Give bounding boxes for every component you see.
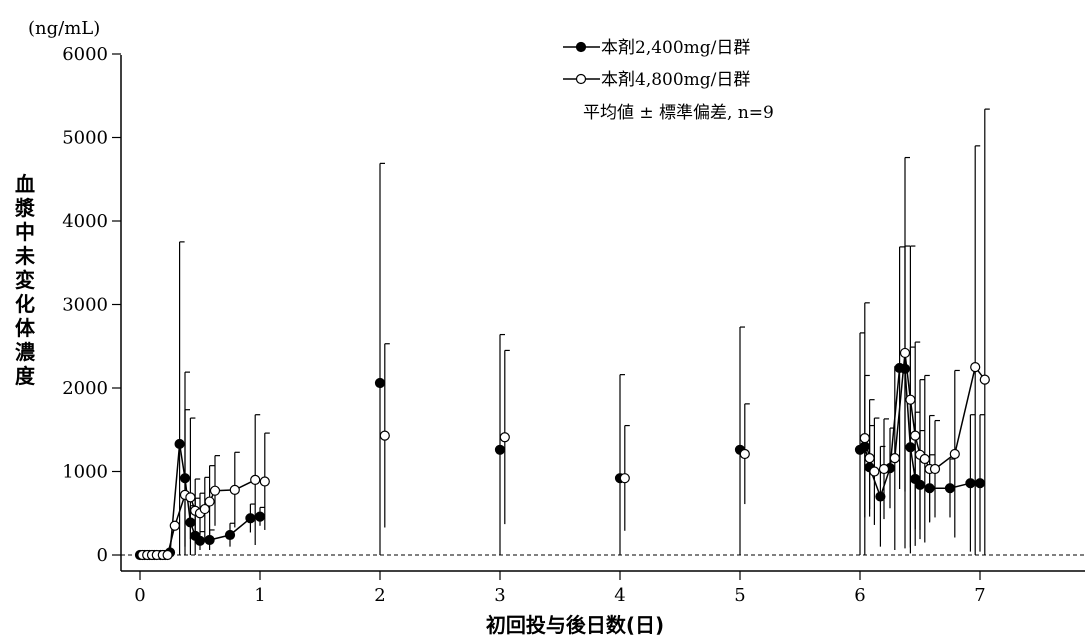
- data-point-4800: [859, 433, 870, 444]
- data-point-2400: [374, 377, 386, 389]
- data-point-2400: [859, 441, 870, 452]
- y-axis-title-char: 漿: [15, 196, 35, 220]
- data-point-2400: [905, 442, 916, 453]
- y-tick-label: 4000: [62, 211, 108, 232]
- data-point-2400: [875, 491, 886, 502]
- y-axis-title-char: 体: [15, 316, 35, 340]
- x-tick-label: 6: [854, 585, 865, 606]
- data-point-2400: [245, 513, 256, 524]
- data-point-4800: [869, 466, 880, 477]
- legend-label-4800: 本剤4,800mg/日群: [601, 70, 750, 90]
- data-point-2400: [179, 473, 191, 484]
- data-point-4800: [259, 476, 270, 487]
- y-tick-label: 5000: [62, 128, 108, 149]
- legend-note: 平均値 ± 標準偏差, n=9: [583, 103, 774, 123]
- data-point-2400: [174, 438, 185, 450]
- data-point-4800: [929, 463, 941, 475]
- data-point-2400: [899, 363, 911, 374]
- data-point-2400: [204, 534, 215, 546]
- data-point-4800: [209, 485, 221, 496]
- data-point-2400: [224, 529, 236, 541]
- x-tick-label: 2: [374, 585, 385, 606]
- x-tick-label: 1: [254, 585, 265, 606]
- y-tick-label: 3000: [62, 295, 108, 316]
- y-axis-title-char: 中: [15, 220, 35, 244]
- data-point-2400: [185, 517, 196, 528]
- data-point-2400: [254, 511, 266, 522]
- data-point-4800: [204, 496, 215, 507]
- x-tick-label: 3: [494, 585, 505, 606]
- data-point-4800: [970, 362, 981, 373]
- data-point-4800: [899, 347, 911, 359]
- data-point-2400: [194, 535, 206, 546]
- data-point-4800: [864, 453, 875, 464]
- x-tick-label: 7: [974, 585, 985, 606]
- data-point-4800: [905, 394, 916, 405]
- y-tick-label: 2000: [62, 378, 108, 399]
- y-axis-title-char: 度: [15, 364, 35, 388]
- y-axis-title-char: 未: [15, 244, 35, 268]
- data-point-4800: [499, 432, 510, 443]
- data-point-4800: [379, 430, 390, 441]
- data-point-4800: [619, 473, 630, 484]
- y-axis-title-char: 濃: [15, 340, 35, 364]
- data-point-4800: [162, 549, 173, 561]
- data-point-4800: [979, 374, 990, 385]
- data-point-4800: [949, 448, 960, 460]
- x-tick-label: 0: [134, 585, 145, 606]
- data-point-2400: [965, 478, 976, 489]
- legend-marker-2400: [575, 41, 587, 53]
- y-axis-title-char: 変: [15, 268, 35, 292]
- data-point-4800: [919, 453, 930, 465]
- data-point-2400: [944, 483, 956, 494]
- x-tick-label: 4: [614, 585, 625, 606]
- legend-label-2400: 本剤2,400mg/日群: [601, 38, 750, 58]
- y-tick-label: 1000: [62, 462, 108, 483]
- y-unit-label: (ng/mL): [28, 18, 100, 39]
- y-tick-label: 0: [97, 545, 108, 566]
- x-axis-title: 初回投与後日数(日): [486, 613, 664, 637]
- data-point-4800: [169, 520, 180, 531]
- data-point-4800: [250, 474, 261, 485]
- data-point-4800: [229, 484, 240, 495]
- data-point-4800: [199, 503, 210, 515]
- data-point-2400: [494, 444, 506, 455]
- data-point-2400: [914, 479, 926, 490]
- data-point-2400: [924, 483, 935, 494]
- y-axis-title: 血漿中未変化体濃度: [10, 172, 40, 388]
- data-point-4800: [185, 492, 196, 503]
- data-point-4800: [910, 430, 921, 441]
- y-tick-label: 6000: [62, 44, 108, 65]
- data-point-4800: [878, 463, 890, 475]
- legend: 本剤2,400mg/日群 本剤4,800mg/日群 平均値 ± 標準偏差, n=…: [563, 38, 774, 123]
- y-axis-title-char: 血: [15, 172, 35, 196]
- data-point-4800: [889, 453, 900, 464]
- y-axis-title-char: 化: [15, 292, 35, 316]
- data-point-2400: [974, 478, 986, 489]
- data-point-4800: [739, 448, 750, 460]
- x-tick-label: 5: [734, 585, 745, 606]
- legend-marker-4800: [575, 73, 587, 85]
